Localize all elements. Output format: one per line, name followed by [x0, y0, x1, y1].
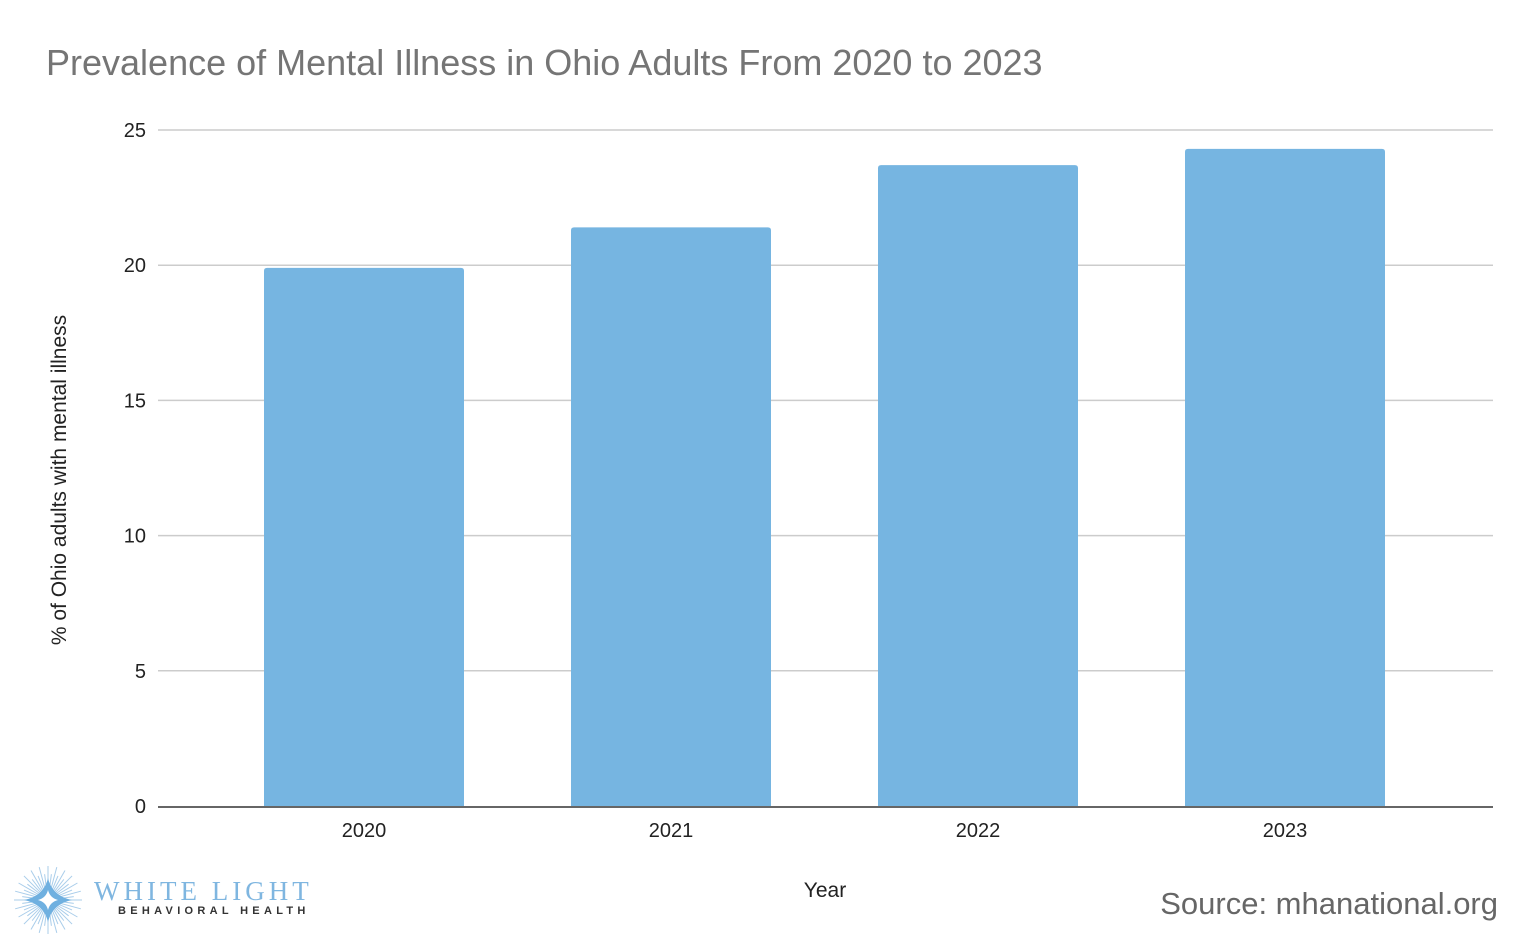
starburst-icon	[14, 866, 82, 934]
y-tick-label: 5	[135, 661, 146, 683]
bar-2022	[878, 165, 1078, 807]
y-tick-label: 25	[124, 120, 146, 142]
source-note: Source: mhanational.org	[1160, 886, 1498, 921]
x-tick-label: 2020	[342, 820, 387, 842]
y-tick-label: 0	[135, 796, 146, 818]
logo-name: WHITE LIGHT	[94, 876, 313, 906]
x-tick-label: 2022	[956, 820, 1001, 842]
y-tick-label: 20	[124, 255, 146, 277]
y-axis-label: % of Ohio adults with mental illness	[48, 315, 71, 645]
y-tick-label: 10	[124, 526, 146, 548]
x-axis-label: Year	[804, 879, 846, 902]
chart-title: Prevalence of Mental Illness in Ohio Adu…	[46, 42, 1043, 83]
x-tick-label: 2021	[649, 820, 694, 842]
y-tick-label: 15	[124, 390, 146, 412]
white-light-logo: WHITE LIGHT BEHAVIORAL HEALTH	[8, 864, 328, 936]
bar-2020	[264, 267, 464, 806]
x-tick-label: 2023	[1263, 820, 1308, 842]
bar-2023	[1185, 148, 1385, 807]
logo-tagline: BEHAVIORAL HEALTH	[118, 905, 310, 917]
bar-2021	[571, 227, 771, 806]
